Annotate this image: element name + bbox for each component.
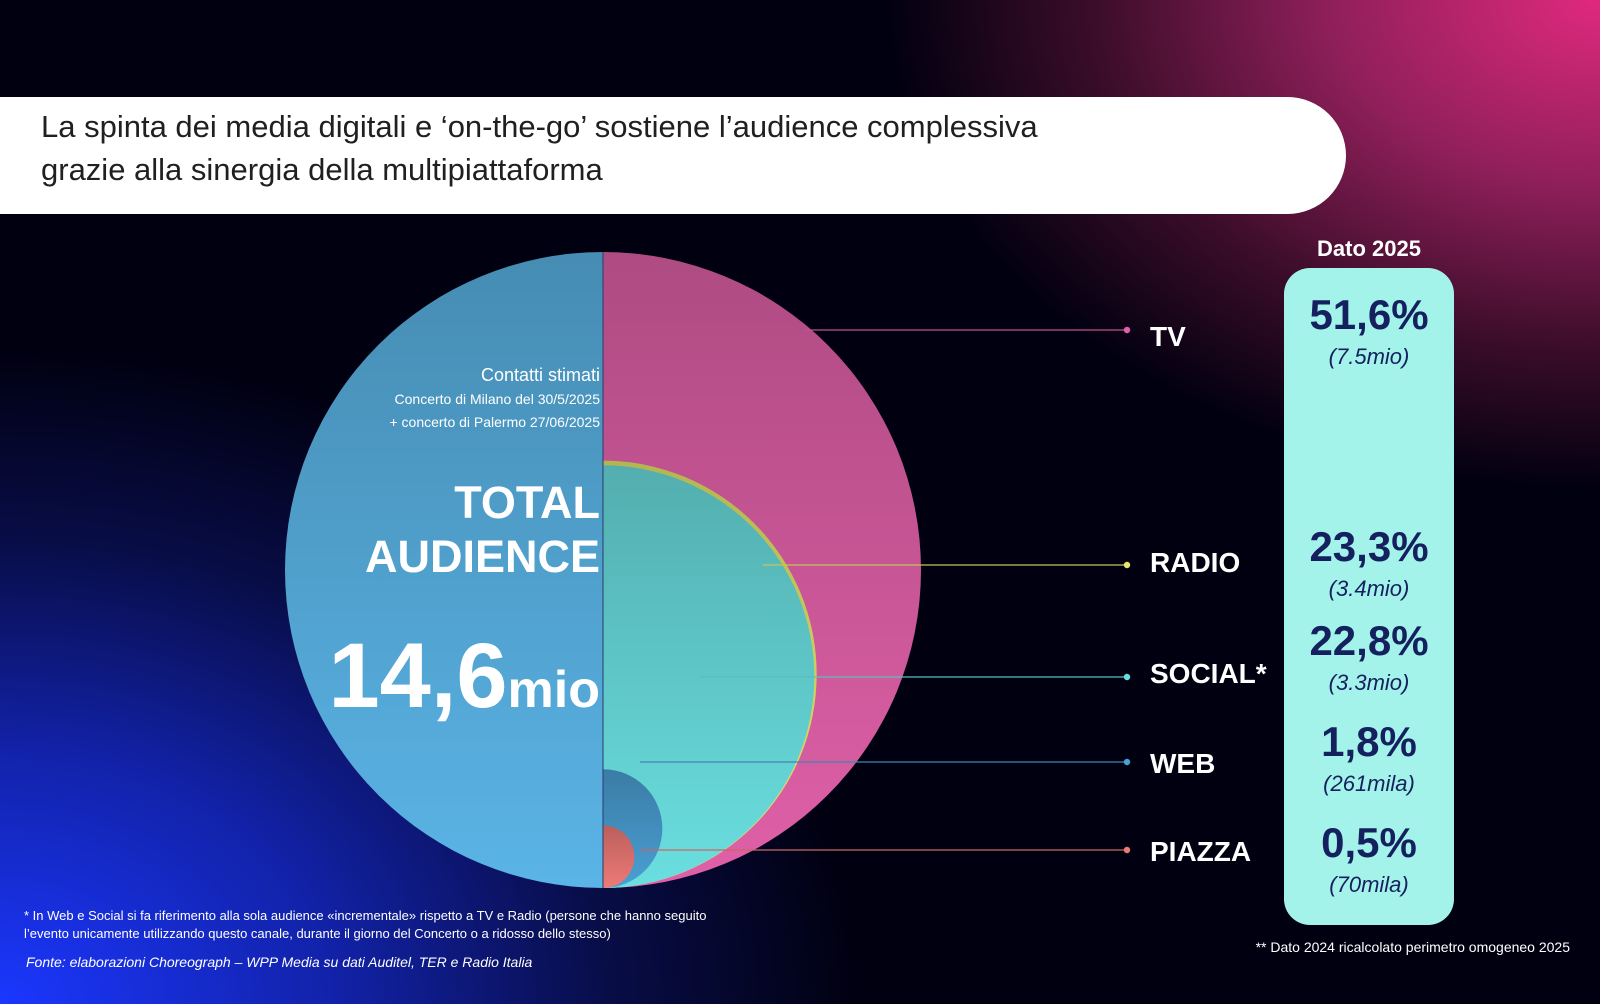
title-line-1: La spinta dei media digitali e ‘on-the-g… bbox=[41, 109, 1038, 144]
social-amount: (3.3mio) bbox=[1328, 670, 1410, 695]
web-amount: (261mila) bbox=[1323, 771, 1415, 796]
piazza-amount: (70mila) bbox=[1329, 872, 1409, 897]
piazza-percent: 0,5% bbox=[1321, 819, 1417, 866]
leader-dot-social bbox=[1123, 673, 1131, 681]
caption-title: Contatti stimati bbox=[480, 365, 600, 385]
source-note: Fonte: elaborazioni Choreograph – WPP Me… bbox=[26, 954, 533, 970]
caption-line-2: + concerto di Palermo 27/06/2025 bbox=[389, 414, 600, 430]
label-tv: TV bbox=[1150, 321, 1186, 352]
total-unit: mio bbox=[507, 661, 600, 719]
leader-dot-web bbox=[1123, 758, 1131, 766]
total-audience-label: TOTAL AUDIENCE bbox=[365, 476, 600, 584]
radio-percent: 23,3% bbox=[1309, 523, 1429, 570]
total-audience-value: 14,6mio bbox=[328, 628, 600, 751]
leader-dot-piazza bbox=[1123, 846, 1131, 854]
leader-dot-radio bbox=[1123, 561, 1131, 569]
total-line-2: AUDIENCE bbox=[364, 531, 600, 582]
total-number: 14,6 bbox=[328, 625, 508, 727]
social-percent: 22,8% bbox=[1309, 617, 1429, 664]
circle-caption: Contatti stimati Concerto di Milano del … bbox=[389, 362, 600, 434]
incremental-footnote-line-1: * In Web e Social si fa riferimento alla… bbox=[24, 908, 707, 923]
total-audience-half-circle bbox=[285, 252, 603, 888]
tv-percent: 51,6% bbox=[1309, 291, 1429, 338]
title-line-2: grazie alla sinergia della multipiattafo… bbox=[41, 152, 603, 187]
recalc-note: ** Dato 2024 ricalcolato perimetro omoge… bbox=[1255, 939, 1570, 955]
bubble-piazza bbox=[603, 825, 635, 888]
label-web: WEB bbox=[1150, 748, 1216, 779]
label-piazza: PIAZZA bbox=[1150, 836, 1252, 867]
panel-heading: Dato 2025 bbox=[1317, 236, 1421, 261]
tv-amount: (7.5mio) bbox=[1328, 344, 1410, 369]
total-line-1: TOTAL bbox=[454, 477, 600, 528]
incremental-footnote-line-2: l’evento unicamente utilizzando questo c… bbox=[24, 926, 611, 941]
caption-line-1: Concerto di Milano del 30/5/2025 bbox=[394, 391, 600, 407]
label-social: SOCIAL* bbox=[1150, 658, 1267, 689]
leader-dot-tv bbox=[1123, 326, 1131, 334]
radio-amount: (3.4mio) bbox=[1328, 576, 1410, 601]
values-panel: 51,6% (7.5mio) 23,3% (3.4mio) 22,8% (3.3… bbox=[1284, 268, 1454, 925]
label-radio: RADIO bbox=[1150, 547, 1241, 578]
incremental-footnote: * In Web e Social si fa riferimento alla… bbox=[24, 907, 706, 943]
title-banner: La spinta dei media digitali e ‘on-the-g… bbox=[0, 97, 1346, 214]
web-percent: 1,8% bbox=[1321, 718, 1417, 765]
